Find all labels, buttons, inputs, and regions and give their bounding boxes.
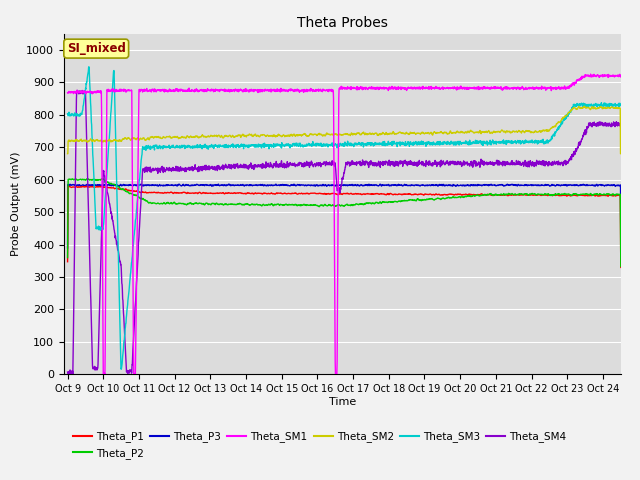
Legend: Theta_P1, Theta_P2, Theta_P3, Theta_SM1, Theta_SM2, Theta_SM3, Theta_SM4: Theta_P1, Theta_P2, Theta_P3, Theta_SM1,… — [69, 427, 570, 463]
Text: SI_mixed: SI_mixed — [67, 42, 125, 55]
X-axis label: Time: Time — [329, 397, 356, 407]
Title: Theta Probes: Theta Probes — [297, 16, 388, 30]
Y-axis label: Probe Output (mV): Probe Output (mV) — [11, 152, 20, 256]
